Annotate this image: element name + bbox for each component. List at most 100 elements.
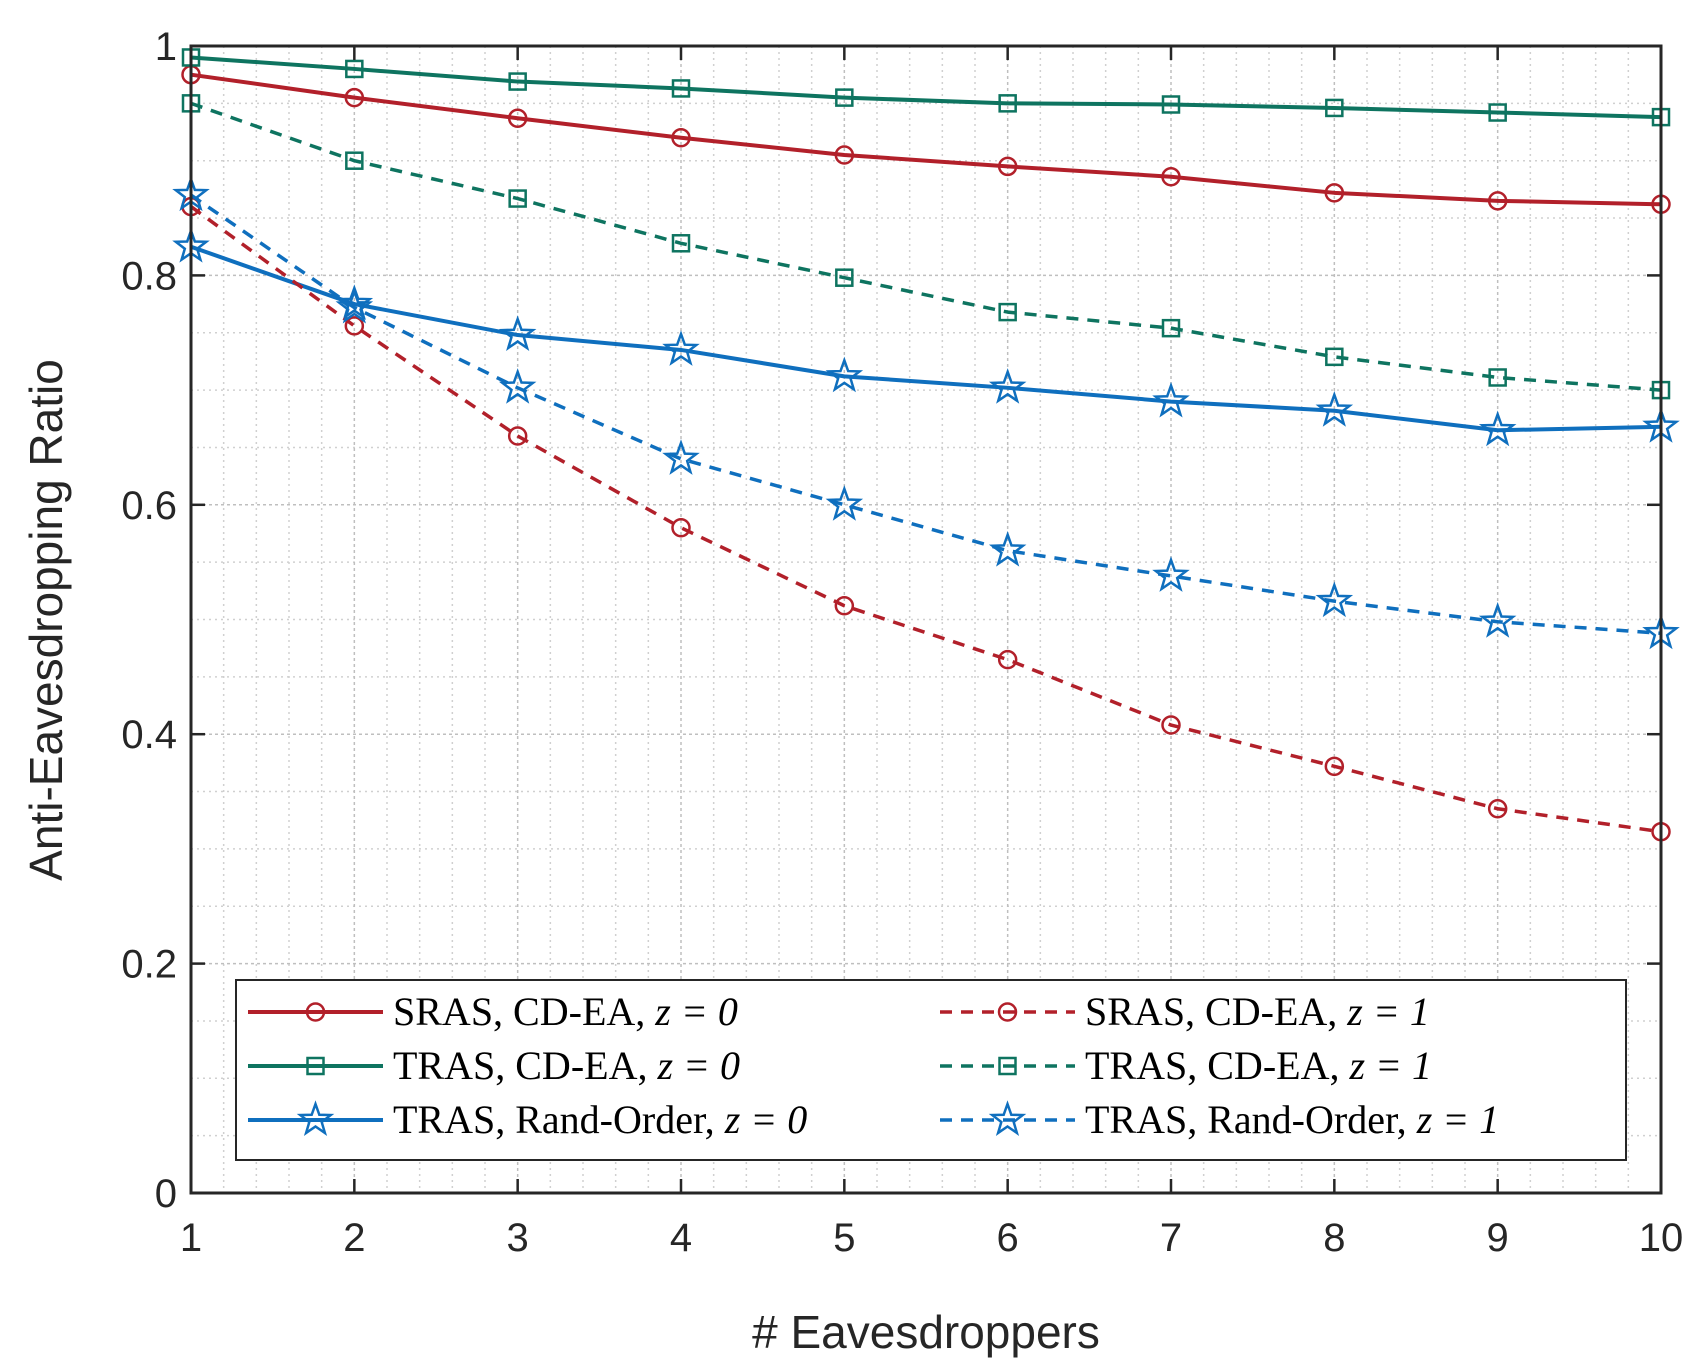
- data-point: [345, 59, 364, 79]
- data-point: [1161, 95, 1181, 114]
- data-point: [671, 517, 691, 538]
- data-point: [1152, 556, 1190, 592]
- legend-label: TRAS, Rand-Order, z = 0: [393, 1097, 807, 1142]
- y-tick-label: 1: [155, 25, 177, 69]
- y-tick-label: 0.6: [121, 484, 177, 528]
- series-line: [190, 72, 1662, 207]
- y-tick-labels: 0 0.2 0.4 0.6 0.8 1: [121, 25, 177, 1216]
- x-tick-label: 1: [180, 1216, 202, 1260]
- series-6: [172, 175, 1680, 650]
- data-point: [344, 87, 365, 108]
- y-tick-label: 0.2: [121, 943, 177, 987]
- legend-label: TRAS, CD-EA, z = 1: [1085, 1043, 1432, 1088]
- y-axis-title: Anti-Eavesdropping Ratio: [20, 359, 72, 881]
- data-point: [1161, 715, 1181, 735]
- data-point: [1488, 103, 1507, 122]
- data-point: [1488, 368, 1507, 387]
- data-point: [1325, 98, 1344, 118]
- data-point: [335, 287, 374, 324]
- y-tick-label: 0.4: [121, 713, 177, 757]
- data-point: [1325, 347, 1344, 367]
- series-layer: [172, 48, 1680, 842]
- data-point: [1487, 799, 1508, 819]
- data-point: [507, 108, 528, 129]
- data-point: [662, 330, 700, 366]
- x-tick-label: 10: [1639, 1216, 1684, 1260]
- legend-label: TRAS, Rand-Order, z = 1: [1085, 1097, 1499, 1142]
- legend-marker: [997, 1002, 1018, 1022]
- data-point: [1161, 318, 1181, 338]
- legend-item: TRAS, CD-EA, z = 0: [248, 1043, 740, 1088]
- series-line: [190, 244, 1662, 433]
- y-tick-label: 0.8: [121, 254, 177, 298]
- x-tick-label: 9: [1487, 1216, 1509, 1260]
- x-axis-title: # Eavesdroppers: [752, 1306, 1100, 1358]
- data-point: [1324, 756, 1345, 777]
- data-point: [1487, 191, 1508, 211]
- legend-marker: [296, 1100, 335, 1136]
- legend-marker: [998, 1056, 1017, 1076]
- data-point: [662, 439, 700, 475]
- data-point: [1478, 410, 1517, 447]
- x-tick-label: 8: [1323, 1216, 1345, 1260]
- data-point: [1315, 391, 1354, 427]
- legend-item: SRAS, CD-EA, z = 1: [940, 989, 1430, 1034]
- y-tick-label: 0: [155, 1172, 177, 1216]
- data-point: [671, 79, 691, 98]
- data-point: [997, 156, 1018, 177]
- x-tick-label: 7: [1160, 1216, 1182, 1260]
- data-point: [671, 128, 691, 148]
- x-tick-labels: 1 2 3 4 5 6 7 8 9 10: [180, 1216, 1683, 1260]
- series-line: [190, 55, 1662, 120]
- x-tick-label: 2: [343, 1216, 365, 1260]
- x-tick-label: 6: [997, 1216, 1019, 1260]
- series-line: [190, 101, 1662, 392]
- data-point: [508, 189, 527, 208]
- series-line: [190, 193, 1662, 636]
- data-point: [507, 426, 528, 446]
- data-point: [834, 145, 855, 165]
- data-point: [825, 356, 864, 393]
- data-point: [997, 649, 1018, 670]
- data-point: [344, 316, 365, 336]
- data-point: [825, 485, 864, 521]
- data-point: [1161, 167, 1181, 187]
- data-point: [1152, 381, 1190, 418]
- legend-marker: [988, 1100, 1027, 1136]
- data-point: [998, 94, 1017, 113]
- data-point: [1324, 183, 1345, 203]
- data-point: [671, 234, 691, 253]
- legend-item: TRAS, Rand-Order, z = 1: [940, 1097, 1499, 1142]
- x-tick-label: 5: [833, 1216, 855, 1260]
- legend-marker: [305, 1002, 326, 1022]
- data-point: [498, 315, 537, 352]
- legend-item: TRAS, Rand-Order, z = 0: [248, 1097, 807, 1142]
- series-5: [181, 94, 1671, 400]
- data-point: [345, 151, 364, 170]
- data-point: [498, 368, 537, 404]
- data-point: [1315, 581, 1354, 618]
- x-tick-label: 3: [507, 1216, 529, 1260]
- data-point: [508, 72, 527, 91]
- tick-marks: [189, 44, 1663, 1195]
- legend-item: SRAS, CD-EA, z = 0: [248, 989, 738, 1034]
- x-tick-label: 4: [670, 1216, 692, 1260]
- legend-label: SRAS, CD-EA, z = 0: [393, 989, 738, 1034]
- legend-marker: [306, 1056, 325, 1076]
- legend-label: TRAS, CD-EA, z = 0: [393, 1043, 740, 1088]
- legend-label: SRAS, CD-EA, z = 1: [1085, 989, 1430, 1034]
- data-point: [834, 595, 855, 616]
- series-line: [189, 205, 1662, 834]
- data-point: [835, 88, 854, 107]
- data-point: [1478, 602, 1517, 638]
- data-point: [988, 368, 1027, 404]
- series-1: [181, 64, 1671, 215]
- legend: SRAS, CD-EA, z = 0 TRAS, CD-EA, z = 0 TRAS…: [235, 979, 1627, 1161]
- legend-box: [235, 979, 1627, 1161]
- data-point: [998, 302, 1017, 322]
- legend-item: TRAS, CD-EA, z = 1: [940, 1043, 1432, 1088]
- plot-frame: [189, 44, 1663, 1195]
- data-point: [835, 268, 854, 287]
- data-point: [988, 530, 1027, 567]
